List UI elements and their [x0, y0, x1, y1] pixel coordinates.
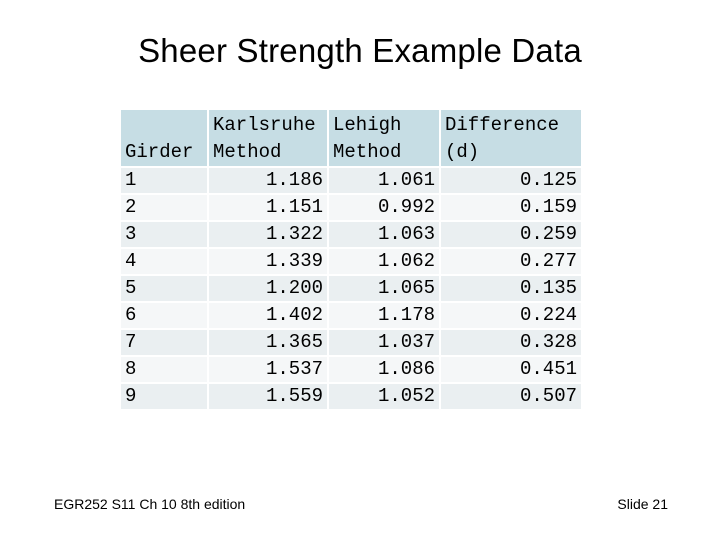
- cell-difference: 0.328: [441, 330, 581, 355]
- cell-difference: 0.259: [441, 222, 581, 247]
- table-row: 3 1.322 1.063 0.259: [121, 222, 581, 247]
- table-row: 1 1.186 1.061 0.125: [121, 168, 581, 193]
- cell-girder: 5: [121, 276, 207, 301]
- cell-karlsruhe: 1.322: [209, 222, 327, 247]
- cell-difference: 0.135: [441, 276, 581, 301]
- cell-difference: 0.224: [441, 303, 581, 328]
- cell-lehigh: 1.037: [329, 330, 439, 355]
- cell-girder: 1: [121, 168, 207, 193]
- cell-lehigh: 1.086: [329, 357, 439, 382]
- header-difference: Difference (d): [441, 110, 581, 166]
- header-row: Girder Karlsruhe Method Lehigh Method Di…: [121, 110, 581, 166]
- cell-karlsruhe: 1.151: [209, 195, 327, 220]
- cell-karlsruhe: 1.402: [209, 303, 327, 328]
- cell-lehigh: 1.061: [329, 168, 439, 193]
- cell-girder: 4: [121, 249, 207, 274]
- cell-difference: 0.277: [441, 249, 581, 274]
- cell-lehigh: 0.992: [329, 195, 439, 220]
- cell-girder: 7: [121, 330, 207, 355]
- cell-karlsruhe: 1.365: [209, 330, 327, 355]
- cell-lehigh: 1.065: [329, 276, 439, 301]
- header-karlsruhe: Karlsruhe Method: [209, 110, 327, 166]
- table-row: 4 1.339 1.062 0.277: [121, 249, 581, 274]
- cell-karlsruhe: 1.339: [209, 249, 327, 274]
- cell-karlsruhe: 1.186: [209, 168, 327, 193]
- cell-girder: 8: [121, 357, 207, 382]
- cell-difference: 0.451: [441, 357, 581, 382]
- cell-girder: 6: [121, 303, 207, 328]
- table-header: Girder Karlsruhe Method Lehigh Method Di…: [121, 110, 581, 166]
- header-lehigh-line1: Lehigh: [333, 114, 402, 136]
- cell-karlsruhe: 1.200: [209, 276, 327, 301]
- cell-difference: 0.507: [441, 384, 581, 409]
- cell-difference: 0.159: [441, 195, 581, 220]
- table-row: 7 1.365 1.037 0.328: [121, 330, 581, 355]
- cell-lehigh: 1.063: [329, 222, 439, 247]
- header-lehigh: Lehigh Method: [329, 110, 439, 166]
- table-row: 6 1.402 1.178 0.224: [121, 303, 581, 328]
- header-lehigh-line2: Method: [333, 141, 402, 163]
- cell-girder: 3: [121, 222, 207, 247]
- cell-karlsruhe: 1.537: [209, 357, 327, 382]
- header-difference-line2: (d): [445, 141, 480, 163]
- footer-course-label: EGR252 S11 Ch 10 8th edition: [54, 496, 246, 512]
- header-karlsruhe-line2: Method: [213, 141, 282, 163]
- cell-lehigh: 1.062: [329, 249, 439, 274]
- footer-slide-number: Slide 21: [617, 496, 668, 512]
- header-girder: Girder: [121, 110, 207, 166]
- cell-difference: 0.125: [441, 168, 581, 193]
- header-girder-label: Girder: [125, 141, 194, 163]
- table-row: 5 1.200 1.065 0.135: [121, 276, 581, 301]
- cell-karlsruhe: 1.559: [209, 384, 327, 409]
- table-body: 1 1.186 1.061 0.125 2 1.151 0.992 0.159 …: [121, 168, 581, 409]
- cell-girder: 9: [121, 384, 207, 409]
- cell-lehigh: 1.052: [329, 384, 439, 409]
- cell-girder: 2: [121, 195, 207, 220]
- cell-lehigh: 1.178: [329, 303, 439, 328]
- table-row: 2 1.151 0.992 0.159: [121, 195, 581, 220]
- table-row: 8 1.537 1.086 0.451: [121, 357, 581, 382]
- data-table: Girder Karlsruhe Method Lehigh Method Di…: [119, 108, 583, 411]
- header-karlsruhe-line1: Karlsruhe: [213, 114, 316, 136]
- table-row: 9 1.559 1.052 0.507: [121, 384, 581, 409]
- slide-title: Sheer Strength Example Data: [138, 32, 582, 69]
- header-difference-line1: Difference: [445, 114, 560, 136]
